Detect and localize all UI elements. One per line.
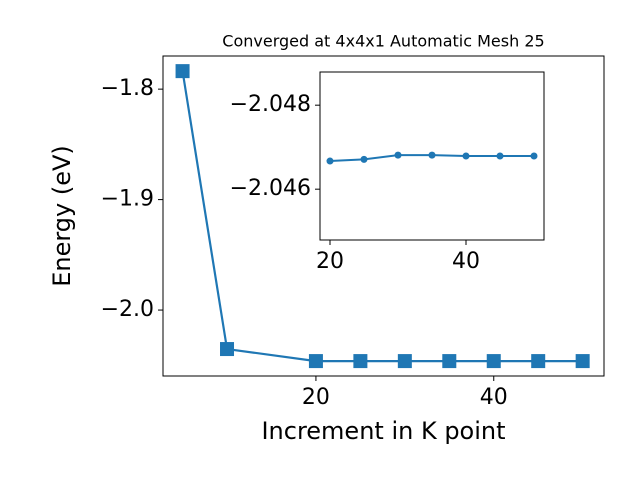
data-marker xyxy=(394,151,402,159)
data-marker xyxy=(575,354,590,369)
x-axis-label: Increment in K point xyxy=(261,417,505,445)
data-marker xyxy=(175,64,190,79)
data-marker xyxy=(530,152,538,160)
x-tick-label: 20 xyxy=(302,385,330,410)
y-tick-label: −2.046 xyxy=(230,176,311,201)
data-marker xyxy=(308,354,323,369)
y-axis-label: Energy (eV) xyxy=(48,145,76,287)
data-marker xyxy=(326,157,334,165)
data-marker xyxy=(486,354,501,369)
y-tick-label: −2.0 xyxy=(101,297,154,322)
x-tick-label: 40 xyxy=(480,385,508,410)
data-marker xyxy=(531,354,546,369)
data-marker xyxy=(397,354,412,369)
data-marker xyxy=(353,354,368,369)
data-marker xyxy=(496,152,504,160)
data-marker xyxy=(442,354,457,369)
chart-title: Converged at 4x4x1 Automatic Mesh 25 xyxy=(222,32,544,51)
data-marker xyxy=(360,155,368,163)
data-marker xyxy=(462,152,470,160)
y-tick-label: −1.9 xyxy=(101,187,154,212)
x-tick-label: 20 xyxy=(316,249,344,274)
data-marker xyxy=(428,151,436,159)
y-tick-label: −2.048 xyxy=(230,92,311,117)
x-tick-label: 40 xyxy=(452,249,480,274)
data-marker xyxy=(220,342,235,357)
y-tick-label: −1.8 xyxy=(101,76,154,101)
